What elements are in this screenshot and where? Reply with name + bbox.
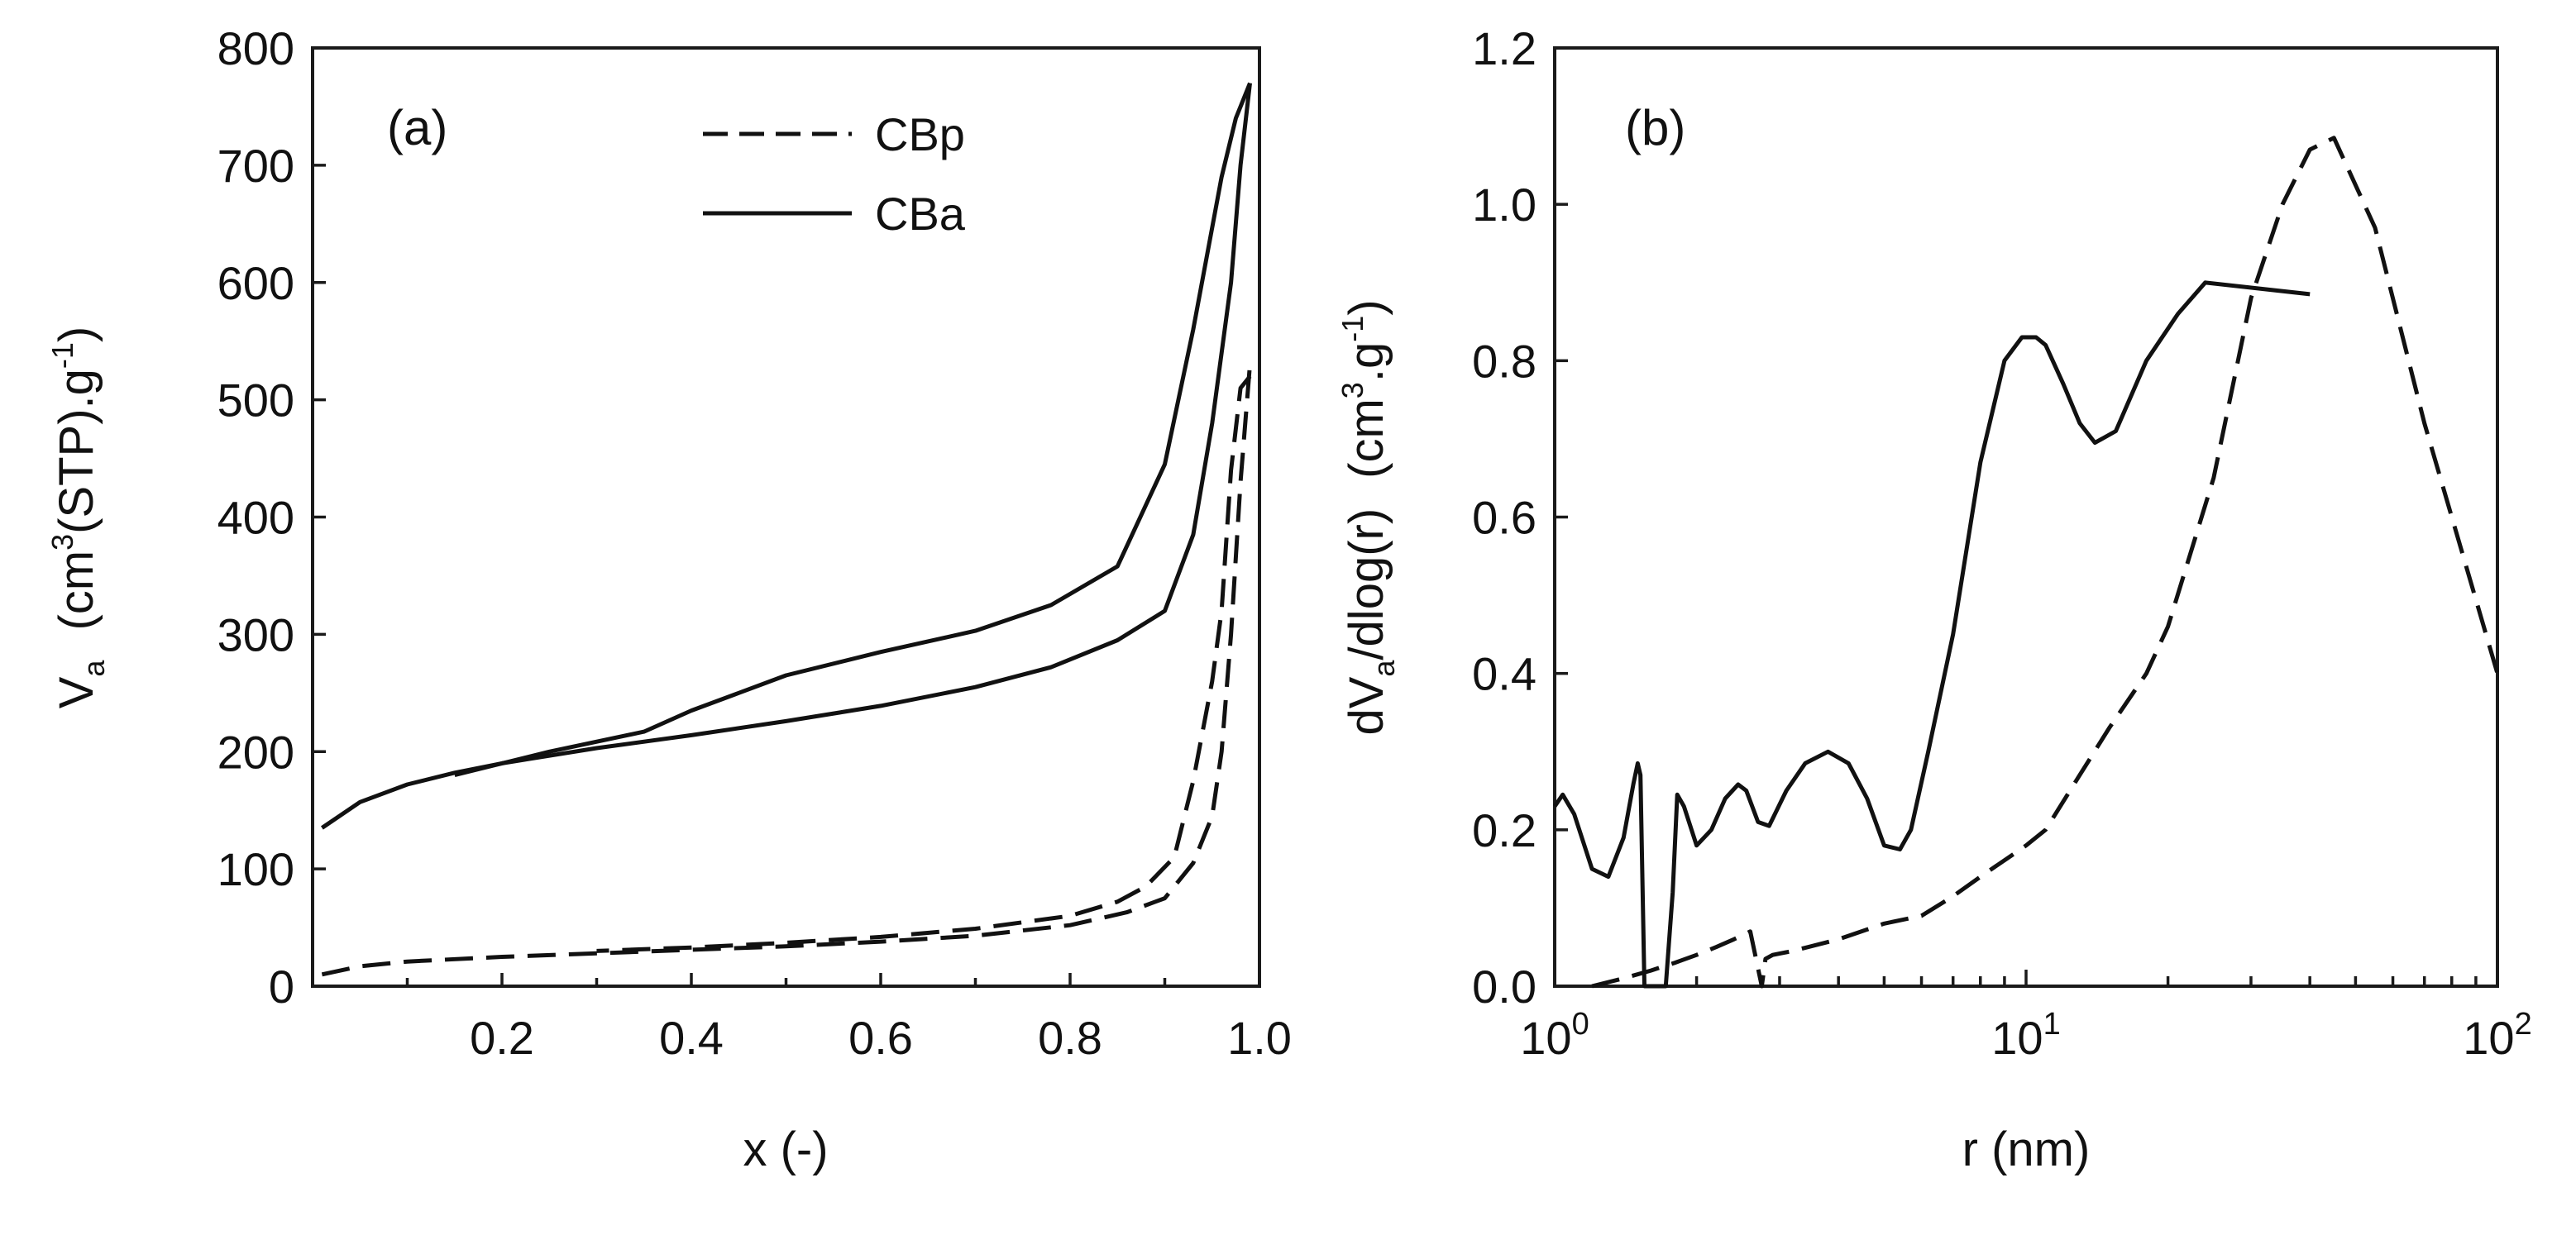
panel-a-chart: 0 100 200 300 400 500 600 700 800 0.2 0.4 0.6 0.8 1.0… — [45, 22, 1292, 1176]
panel-a-label: (a) — [387, 100, 447, 155]
series-cbp-adsorption-line — [321, 364, 1252, 977]
panel-b-ylabel-unit-mid: .g — [1340, 342, 1393, 382]
x-tick-label: 100 — [1520, 1007, 1589, 1064]
panel-a-ylabel-unit-open: (cm — [50, 551, 103, 631]
y-tick-label: 0 — [269, 961, 294, 1013]
legend-cba-label: CBa — [875, 188, 966, 240]
y-tick-label: 0.8 — [1472, 335, 1537, 387]
panel-a-y-axis-title: Va (cm3(STP).g-1) — [45, 327, 111, 709]
x-tick-label: 0.8 — [1038, 1012, 1102, 1064]
series-cba-line — [1552, 280, 2311, 989]
panel-b-ylabel-rest: /dlog(r) — [1340, 508, 1393, 660]
y-tick-label: 800 — [217, 22, 294, 74]
panel-b-x-axis-title: r (nm) — [1962, 1123, 2091, 1176]
y-tick-label: 600 — [217, 257, 294, 309]
panel-b-y-axis-title: dVa/dlog(r) (cm3.g-1) — [1336, 299, 1401, 735]
y-tick-label: 1.0 — [1472, 179, 1537, 231]
y-tick-label: 0.4 — [1472, 648, 1537, 700]
y-tick-label: 200 — [217, 726, 294, 778]
y-tick-label: 700 — [217, 140, 294, 192]
panel-a-ylabel-sub: a — [77, 660, 111, 677]
x-tick-label: 101 — [1991, 1007, 2060, 1064]
panel-b-ticks: 0.0 0.2 0.4 0.6 0.8 1.0 1.2 100 101 102 — [1472, 22, 2532, 1064]
x-tick-label: 102 — [2463, 1007, 2531, 1064]
y-tick-label: 0.0 — [1472, 961, 1537, 1013]
y-tick-label: 1.2 — [1472, 22, 1537, 74]
panel-a-ylabel-unit-close: ) — [50, 327, 103, 342]
y-tick-label: 500 — [217, 374, 294, 427]
x-tick-label: 0.6 — [848, 1012, 913, 1064]
y-tick-label: 0.2 — [1472, 804, 1537, 856]
panel-b-ylabel-sub: a — [1367, 660, 1401, 677]
panel-a-ylabel-unit-sup2: -1 — [45, 342, 79, 369]
panel-a-legend: CBp CBa — [703, 108, 966, 240]
y-tick-label: 100 — [217, 843, 294, 895]
panel-a-ylabel-unit-mid: (STP).g — [50, 369, 103, 534]
panel-a-x-axis-title: x (-) — [743, 1123, 828, 1176]
series-cbp-line — [1591, 136, 2500, 989]
y-tick-label: 0.6 — [1472, 492, 1537, 544]
panel-a-ylabel-main: V — [50, 676, 103, 708]
series-cba-adsorption-line — [320, 83, 1252, 830]
x-tick-label: 1.0 — [1227, 1012, 1292, 1064]
series-cba-desorption-line — [454, 82, 1252, 778]
series-cbp-desorption-line — [596, 374, 1252, 953]
x-tick-label: 0.2 — [470, 1012, 534, 1064]
panel-a-ticks: 0 100 200 300 400 500 600 700 800 0.2 0.4 0.6 0.8 1.0 — [217, 22, 1292, 1064]
panel-b-ylabel-unit-sup: 3 — [1336, 382, 1369, 398]
panel-b-ylabel-unit-sup2: -1 — [1336, 316, 1369, 342]
panel-b-label: (b) — [1625, 100, 1685, 155]
y-tick-label: 300 — [217, 608, 294, 660]
legend-cbp-label: CBp — [875, 108, 965, 160]
panel-a-ylabel-unit-sup: 3 — [45, 534, 79, 551]
x-tick-label: 0.4 — [659, 1012, 724, 1064]
panel-b-ylabel-main: dV — [1340, 676, 1393, 735]
panel-a-series — [320, 82, 1252, 977]
panel-b-ylabel-unit-open: (cm — [1340, 398, 1393, 479]
panel-b-series — [1552, 136, 2500, 989]
panel-b-ylabel-unit-close: ) — [1340, 299, 1393, 315]
panel-b-chart: 0.0 0.2 0.4 0.6 0.8 1.0 1.2 100 101 102 (b) r (nm… — [1336, 22, 2532, 1176]
y-tick-label: 400 — [217, 492, 294, 544]
panel-a-plot-frame — [311, 46, 1261, 988]
